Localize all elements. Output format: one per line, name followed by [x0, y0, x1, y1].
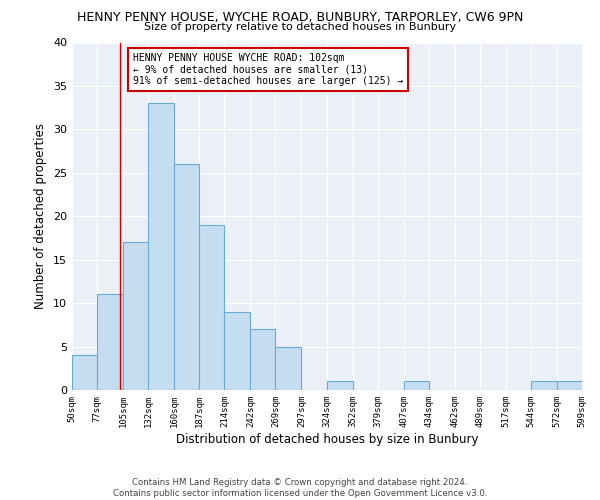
- Bar: [531, 382, 557, 390]
- Y-axis label: Number of detached properties: Number of detached properties: [34, 123, 47, 309]
- Bar: [326, 382, 353, 390]
- Text: Contains HM Land Registry data © Crown copyright and database right 2024.
Contai: Contains HM Land Registry data © Crown c…: [113, 478, 487, 498]
- Bar: [123, 242, 148, 390]
- Bar: [275, 346, 301, 390]
- Bar: [148, 104, 174, 390]
- Bar: [557, 382, 582, 390]
- X-axis label: Distribution of detached houses by size in Bunbury: Distribution of detached houses by size …: [176, 432, 478, 446]
- Text: HENNY PENNY HOUSE WYCHE ROAD: 102sqm
← 9% of detached houses are smaller (13)
91: HENNY PENNY HOUSE WYCHE ROAD: 102sqm ← 9…: [133, 53, 403, 86]
- Text: Size of property relative to detached houses in Bunbury: Size of property relative to detached ho…: [144, 22, 456, 32]
- Text: HENNY PENNY HOUSE, WYCHE ROAD, BUNBURY, TARPORLEY, CW6 9PN: HENNY PENNY HOUSE, WYCHE ROAD, BUNBURY, …: [77, 11, 523, 24]
- Bar: [174, 164, 199, 390]
- Bar: [224, 312, 250, 390]
- Bar: [250, 329, 275, 390]
- Bar: [97, 294, 123, 390]
- Bar: [404, 382, 429, 390]
- Bar: [72, 355, 97, 390]
- Bar: [199, 225, 224, 390]
